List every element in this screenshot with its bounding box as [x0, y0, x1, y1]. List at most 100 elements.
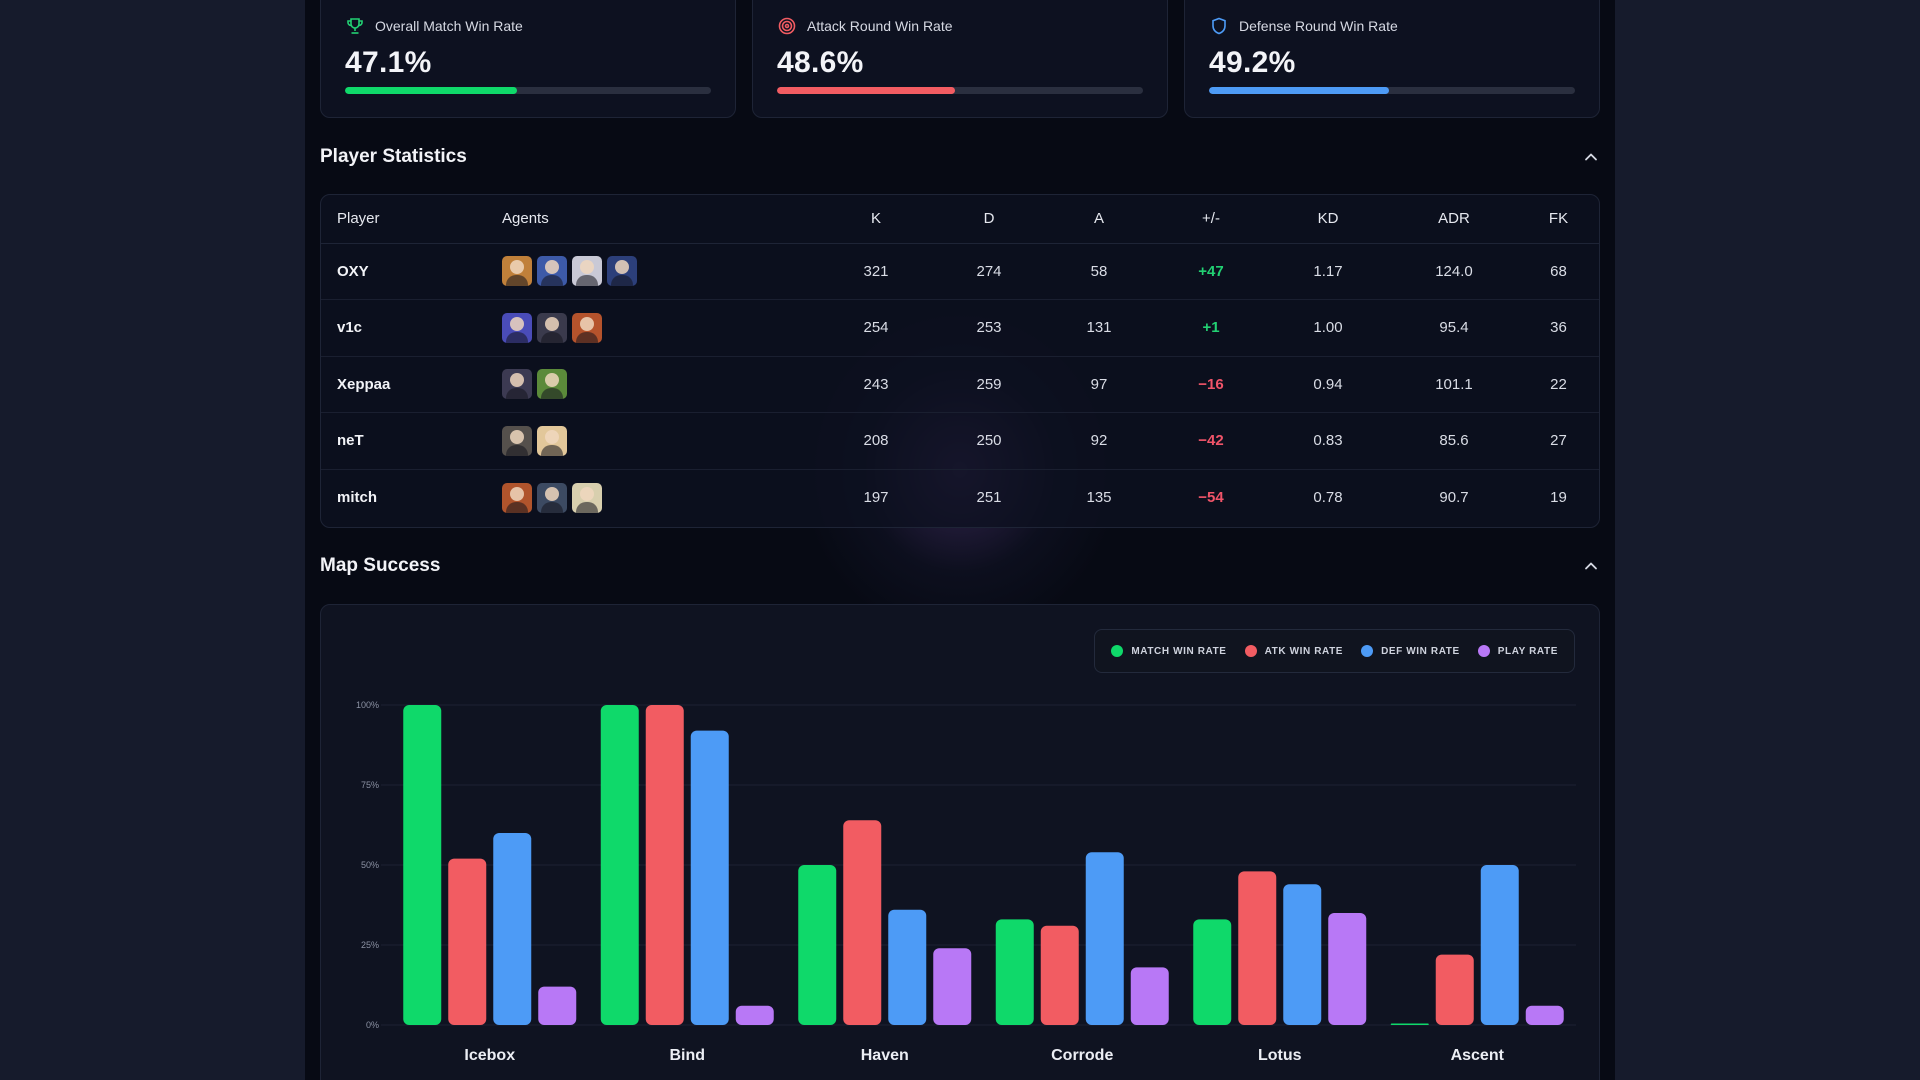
- assists-cell-value: 92: [1090, 432, 1108, 450]
- bar-haven-match-win-rate[interactable]: [798, 865, 837, 1025]
- deaths-cell: 259: [936, 356, 1042, 413]
- kd-cell: 0.78: [1266, 469, 1390, 526]
- legend-dot: [1361, 645, 1374, 657]
- bar-haven-play-rate[interactable]: [933, 948, 972, 1025]
- player-name: Xeppaa: [321, 356, 486, 413]
- y-tick-label: 25%: [361, 940, 379, 950]
- chevron-up-icon[interactable]: [1582, 557, 1600, 575]
- shield-icon: [1212, 17, 1226, 35]
- legend-dot: [1244, 645, 1257, 657]
- trophy-icon: [347, 18, 363, 34]
- agent-avatar: [537, 369, 567, 400]
- bar-haven-def-win-rate[interactable]: [888, 909, 927, 1025]
- bar-corrode-atk-win-rate[interactable]: [1040, 925, 1079, 1025]
- bar-bind-play-rate[interactable]: [735, 1005, 774, 1025]
- assists-cell: 58: [1042, 243, 1156, 300]
- bar-bind-def-win-rate[interactable]: [690, 730, 729, 1025]
- player-statistics-header[interactable]: Player Statistics: [320, 142, 1600, 172]
- legend-item[interactable]: DEF WIN RATE: [1361, 645, 1460, 657]
- map-success-header[interactable]: Map Success: [320, 551, 1600, 581]
- column-header-plus-minus[interactable]: +/-: [1156, 195, 1266, 244]
- kills-cell: 254: [816, 299, 936, 357]
- bar-corrode-match-win-rate[interactable]: [995, 919, 1034, 1025]
- bar-bind-atk-win-rate[interactable]: [645, 705, 684, 1025]
- bar-icebox-play-rate[interactable]: [538, 986, 577, 1025]
- kills-cell-value: 208: [863, 432, 889, 450]
- column-header-fk[interactable]: FK: [1518, 195, 1599, 244]
- bar-bind-match-win-rate[interactable]: [600, 705, 639, 1025]
- x-category-label: Corrode: [1051, 1047, 1113, 1064]
- column-header-a[interactable]: A: [1042, 195, 1156, 244]
- adr-cell-value: 124.0: [1435, 262, 1473, 280]
- bar-icebox-match-win-rate[interactable]: [403, 705, 442, 1025]
- legend-item[interactable]: MATCH WIN RATE: [1111, 645, 1226, 657]
- assists-cell-value: 97: [1090, 375, 1108, 393]
- y-tick-label: 100%: [356, 700, 379, 710]
- progress-track: [345, 87, 711, 94]
- adr-cell-value: 101.1: [1435, 375, 1473, 393]
- kills-cell: 321: [816, 243, 936, 300]
- legend-item[interactable]: ATK WIN RATE: [1244, 645, 1343, 657]
- plus-minus-cell: −42: [1156, 412, 1266, 470]
- card-value: 48.6%: [777, 46, 864, 79]
- kd-cell-value: 0.83: [1313, 432, 1343, 450]
- section-title: Player Statistics: [320, 146, 467, 167]
- table-row: Xeppaa 243 259 97 −16 0.94 101.1 22: [321, 356, 1599, 413]
- bar-icebox-atk-win-rate[interactable]: [448, 858, 487, 1025]
- agent-avatar: [537, 256, 567, 287]
- kd-cell: 1.00: [1266, 299, 1390, 357]
- kd-cell-value: 0.94: [1313, 375, 1343, 393]
- bar-ascent-atk-win-rate[interactable]: [1435, 954, 1474, 1025]
- legend-label: PLAY RATE: [1497, 645, 1558, 657]
- agent-avatar: [502, 425, 532, 456]
- chevron-up-icon[interactable]: [1582, 148, 1600, 166]
- kd-cell: 1.17: [1266, 243, 1390, 300]
- deaths-cell-value: 253: [976, 319, 1002, 337]
- bar-corrode-play-rate[interactable]: [1130, 967, 1169, 1025]
- column-header-agents[interactable]: Agents: [486, 195, 816, 244]
- card-title: Overall Match Win Rate: [375, 18, 523, 34]
- bar-haven-atk-win-rate[interactable]: [843, 820, 882, 1025]
- progress-fill: [345, 87, 518, 94]
- bar-lotus-match-win-rate[interactable]: [1193, 919, 1232, 1025]
- legend-label: MATCH WIN RATE: [1131, 645, 1227, 657]
- table-header-row: Player Agents K D A +/- KD ADR FK: [321, 195, 1599, 244]
- bar-lotus-atk-win-rate[interactable]: [1238, 871, 1277, 1025]
- plus-minus-cell-value: −54: [1198, 489, 1224, 506]
- column-header-kd[interactable]: KD: [1266, 195, 1390, 244]
- agent-icons: [502, 256, 816, 287]
- bar-corrode-def-win-rate[interactable]: [1085, 852, 1124, 1025]
- first-kills-cell: 36: [1518, 299, 1599, 357]
- bar-ascent-play-rate[interactable]: [1525, 1005, 1564, 1025]
- column-header-player[interactable]: Player: [321, 195, 486, 244]
- card-value: 47.1%: [345, 46, 432, 79]
- deaths-cell: 253: [936, 299, 1042, 357]
- progress-fill: [1209, 87, 1390, 94]
- legend-item[interactable]: PLAY RATE: [1477, 645, 1558, 657]
- agents-cell: [486, 412, 816, 470]
- stat-cards: Overall Match Win Rate 47.1% Attack Roun…: [320, 0, 1600, 118]
- first-kills-cell-value: 22: [1550, 375, 1567, 393]
- column-header-k[interactable]: K: [816, 195, 936, 244]
- first-kills-cell-value: 68: [1550, 262, 1567, 280]
- assists-cell-value: 135: [1086, 489, 1112, 506]
- agents-cell: [486, 243, 816, 300]
- deaths-cell: 250: [936, 412, 1042, 470]
- legend-label: DEF WIN RATE: [1381, 645, 1460, 657]
- plus-minus-cell: −16: [1156, 356, 1266, 413]
- assists-cell: 135: [1042, 469, 1156, 526]
- agents-cell: [486, 356, 816, 413]
- table-row: OXY 321 274 58 +47 1.17 124.0 68: [321, 243, 1599, 300]
- bar-ascent-def-win-rate[interactable]: [1480, 865, 1519, 1025]
- player-name-value: Xeppaa: [337, 375, 391, 393]
- deaths-cell-value: 251: [976, 489, 1002, 506]
- column-header-d[interactable]: D: [936, 195, 1042, 244]
- bar-icebox-def-win-rate[interactable]: [493, 833, 532, 1025]
- legend-dot: [1477, 645, 1490, 657]
- bar-lotus-play-rate[interactable]: [1328, 913, 1367, 1025]
- card-title: Defense Round Win Rate: [1239, 18, 1398, 34]
- kd-cell: 0.94: [1266, 356, 1390, 413]
- bar-ascent-match-win-rate[interactable]: [1390, 1023, 1429, 1026]
- bar-lotus-def-win-rate[interactable]: [1283, 884, 1322, 1025]
- column-header-adr[interactable]: ADR: [1390, 195, 1518, 244]
